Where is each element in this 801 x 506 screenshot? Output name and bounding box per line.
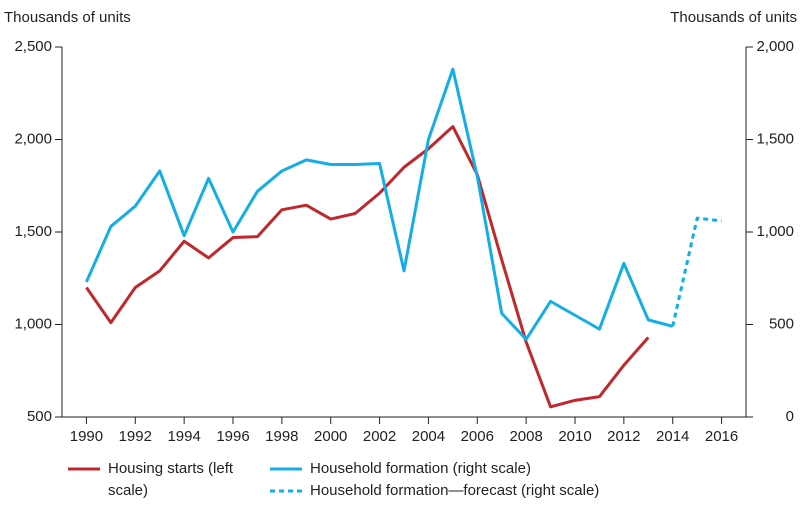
y-tick-label: 1,500 — [14, 223, 52, 240]
x-tick-label: 1998 — [265, 428, 298, 445]
x-tick-label: 2008 — [509, 428, 542, 445]
legend-label: Housing starts (left scale) — [108, 460, 234, 499]
y2-tick-label: 1,500 — [756, 130, 794, 147]
y-axis-label: Thousands of units — [4, 9, 131, 26]
x-tick-label: 2006 — [461, 428, 494, 445]
x-tick-label: 2010 — [558, 428, 591, 445]
y2-tick-label: 2,000 — [756, 38, 794, 55]
x-tick-label: 2004 — [412, 428, 445, 445]
line-series — [85, 67, 674, 341]
y-tick-label: 1,000 — [14, 315, 52, 332]
x-tick-label: 1996 — [216, 428, 249, 445]
x-tick-label: 2000 — [314, 428, 347, 445]
x-tick-label: 2016 — [705, 428, 738, 445]
x-tick-label: 2014 — [656, 428, 689, 445]
x-tick-label: 1994 — [167, 428, 200, 445]
x-tick-label: 1992 — [119, 428, 152, 445]
x-tick-label: 1990 — [70, 428, 103, 445]
x-tick-label: 2002 — [363, 428, 396, 445]
legend-label: Household formation (right scale) — [310, 460, 531, 477]
x-tick-label: 2012 — [607, 428, 640, 445]
line-series — [85, 125, 650, 409]
y-tick-label: 2,000 — [14, 130, 52, 147]
line-series — [671, 216, 722, 327]
y-tick-label: 500 — [27, 408, 52, 425]
legend-label: Household formation—forecast (right scal… — [310, 482, 600, 499]
y2-tick-label: 0 — [786, 408, 794, 425]
y2-tick-label: 500 — [769, 315, 794, 332]
y2-tick-label: 1,000 — [756, 223, 794, 240]
y2-axis-label: Thousands of units — [670, 9, 797, 26]
y-tick-label: 2,500 — [14, 38, 52, 55]
